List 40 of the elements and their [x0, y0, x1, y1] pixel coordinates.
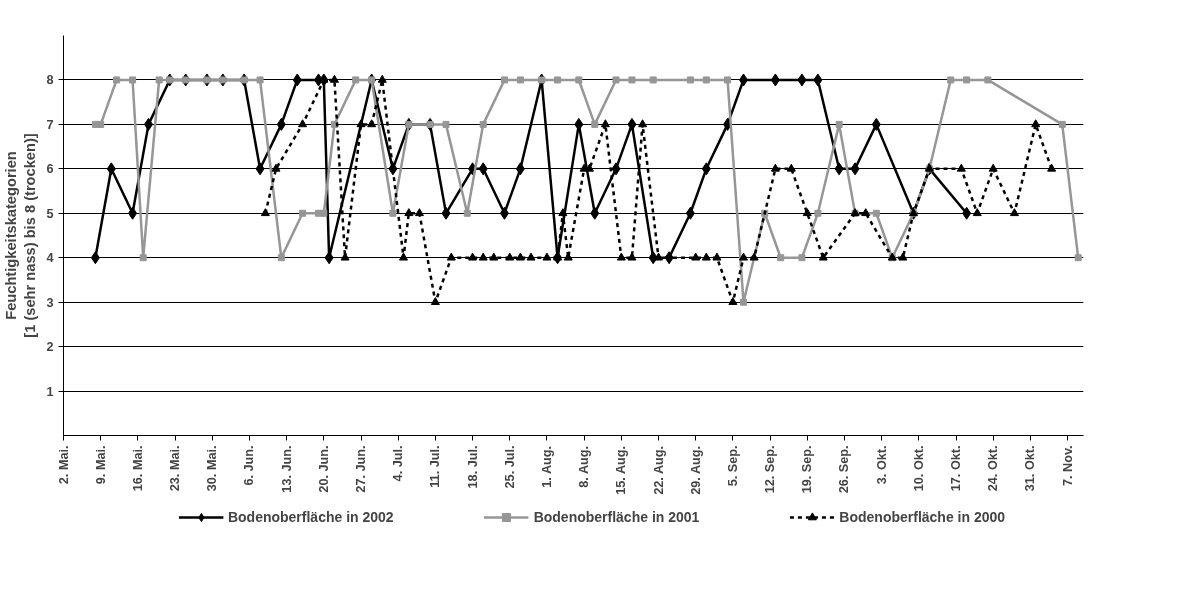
- y-tick-label: 7: [46, 117, 54, 132]
- y-tick-label: 3: [46, 295, 54, 310]
- x-tick-label: 2. Mai.: [56, 445, 71, 485]
- x-tick-label: 8. Aug.: [577, 445, 592, 488]
- x-tick-label: 15. Aug.: [614, 445, 629, 495]
- x-tick-label: 20. Jun.: [316, 445, 331, 493]
- x-tick-label: 7. Nov.: [1060, 445, 1075, 487]
- y-tick-label: 6: [46, 162, 54, 177]
- x-tick-label: 6. Jun.: [242, 445, 257, 486]
- x-tick-label: 24. Okt.: [986, 445, 1001, 492]
- x-tick-label: 3. Okt.: [874, 445, 889, 485]
- x-tick-label: 18. Jul.: [465, 445, 480, 489]
- x-tick-label: 12. Sep.: [763, 445, 778, 494]
- x-tick-label: 13. Jun.: [279, 445, 294, 493]
- x-tick-label: 27. Jun.: [354, 445, 368, 493]
- x-tick-label: 5. Sep.: [725, 445, 740, 487]
- x-tick-label: 10. Okt.: [911, 445, 926, 492]
- x-tick-label: 25. Jul.: [502, 445, 517, 489]
- x-tick-label: 29. Aug.: [688, 445, 703, 495]
- x-tick-label: 23. Mai.: [168, 445, 183, 492]
- x-tick-label: 1. Aug.: [539, 445, 554, 488]
- y-tick-label: 2: [46, 340, 54, 355]
- x-tick-label: 22. Aug.: [651, 445, 666, 495]
- x-tick-label: 19. Sep.: [800, 445, 815, 494]
- y-tick-label: 5: [46, 206, 54, 221]
- y-tick-label: 8: [46, 73, 54, 88]
- legend-label: Bodenoberfläche in 2000: [839, 509, 1006, 525]
- x-tick-label: 30. Mai.: [205, 445, 220, 492]
- x-tick-label: 31. Okt.: [1023, 445, 1038, 492]
- x-tick-label: 4. Jul.: [391, 445, 406, 482]
- x-tick-label: 17. Okt.: [949, 445, 963, 492]
- y-tick-label: 4: [46, 251, 54, 266]
- x-tick-label: 9. Mai.: [93, 445, 108, 485]
- legend-label: Bodenoberfläche in 2001: [533, 509, 700, 525]
- y-axis-title: Feuchtigkeitskategorien [1 (sehr nass) bis 8 (trocken)]: [3, 133, 39, 338]
- legend-label: Bodenoberfläche in 2002: [227, 509, 394, 525]
- x-tick-label: 26. Sep.: [837, 445, 852, 494]
- y-tick-label: 1: [46, 384, 54, 399]
- x-tick-label: 11. Jul.: [428, 445, 443, 488]
- x-tick-label: 16. Mai.: [130, 445, 145, 492]
